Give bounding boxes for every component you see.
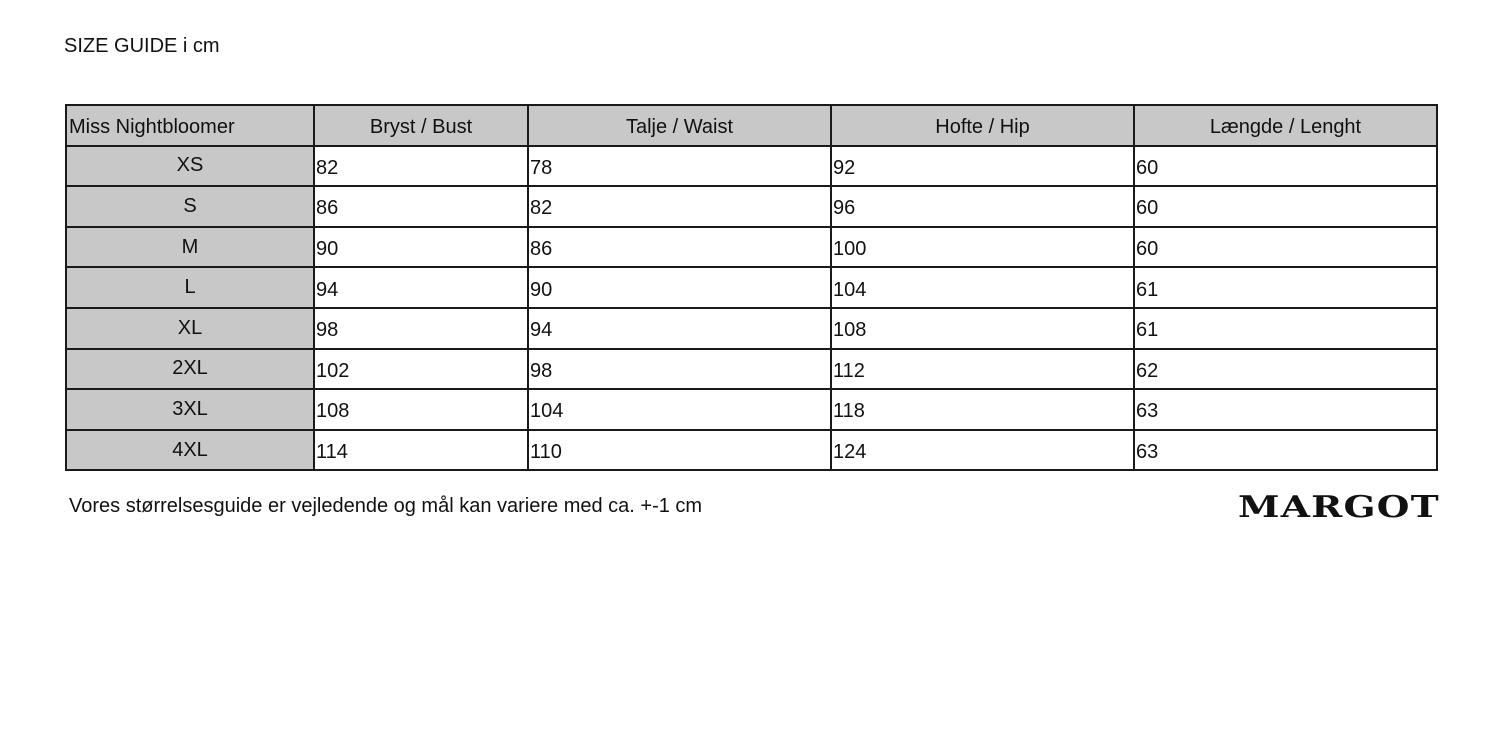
measurement-cell: 90 <box>527 266 832 309</box>
measurement-cell: 96 <box>830 185 1135 228</box>
measurement-cell: 78 <box>527 144 832 188</box>
size-label: S <box>65 185 315 228</box>
table-row: 2XL 102 98 112 62 <box>65 347 1438 391</box>
measurement-cell: 94 <box>313 266 529 309</box>
size-label: 4XL <box>65 428 315 472</box>
table-row: 3XL 108 104 118 63 <box>65 388 1438 431</box>
measurement-cell: 98 <box>313 306 529 350</box>
size-label: M <box>65 225 315 269</box>
measurement-cell: 61 <box>1133 266 1438 309</box>
size-label: XL <box>65 306 315 350</box>
size-label: L <box>65 266 315 309</box>
column-header: Hofte / Hip <box>830 104 1135 147</box>
measurement-cell: 118 <box>830 388 1135 431</box>
size-label: 3XL <box>65 388 315 431</box>
table-row: 4XL 114 110 124 63 <box>65 428 1438 472</box>
column-header: Bryst / Bust <box>313 104 529 147</box>
size-note: Vores størrelsesguide er vejledende og m… <box>69 495 703 517</box>
measurement-cell: 108 <box>313 388 529 431</box>
measurement-cell: 92 <box>830 144 1135 188</box>
table-header-row: Miss Nightbloomer Bryst / Bust Talje / Wai… <box>65 104 1438 147</box>
measurement-cell: 86 <box>527 225 832 269</box>
product-name-header: Miss Nightbloomer <box>65 104 315 147</box>
measurement-cell: 61 <box>1133 306 1438 350</box>
measurement-cell: 60 <box>1133 185 1438 228</box>
column-header: Længde / Lenght <box>1133 104 1438 147</box>
measurement-cell: 100 <box>830 225 1135 269</box>
measurement-cell: 98 <box>527 347 832 391</box>
measurement-cell: 110 <box>527 428 832 472</box>
table-row: XL 98 94 108 61 <box>65 306 1438 350</box>
measurement-cell: 104 <box>830 266 1135 309</box>
page-title: SIZE GUIDE i cm <box>64 35 220 57</box>
margot-logo: MARGOT <box>1238 490 1440 525</box>
measurement-cell: 60 <box>1133 225 1438 269</box>
size-table: Miss Nightbloomer Bryst / Bust Talje / Wai… <box>65 104 1438 472</box>
size-label: 2XL <box>65 347 315 391</box>
table-row: XS 82 78 92 60 <box>65 144 1438 188</box>
measurement-cell: 86 <box>313 185 529 228</box>
measurement-cell: 104 <box>527 388 832 431</box>
measurement-cell: 108 <box>830 306 1135 350</box>
table-row: M 90 86 100 60 <box>65 225 1438 269</box>
measurement-cell: 112 <box>830 347 1135 391</box>
measurement-cell: 94 <box>527 306 832 350</box>
measurement-cell: 82 <box>313 144 529 188</box>
measurement-cell: 114 <box>313 428 529 472</box>
measurement-cell: 62 <box>1133 347 1438 391</box>
table-row: S 86 82 96 60 <box>65 185 1438 228</box>
measurement-cell: 102 <box>313 347 529 391</box>
table-row: L 94 90 104 61 <box>65 266 1438 309</box>
size-label: XS <box>65 144 315 188</box>
column-header: Talje / Waist <box>527 104 832 147</box>
measurement-cell: 124 <box>830 428 1135 472</box>
measurement-cell: 90 <box>313 225 529 269</box>
measurement-cell: 60 <box>1133 144 1438 188</box>
measurement-cell: 63 <box>1133 428 1438 472</box>
measurement-cell: 82 <box>527 185 832 228</box>
measurement-cell: 63 <box>1133 388 1438 431</box>
